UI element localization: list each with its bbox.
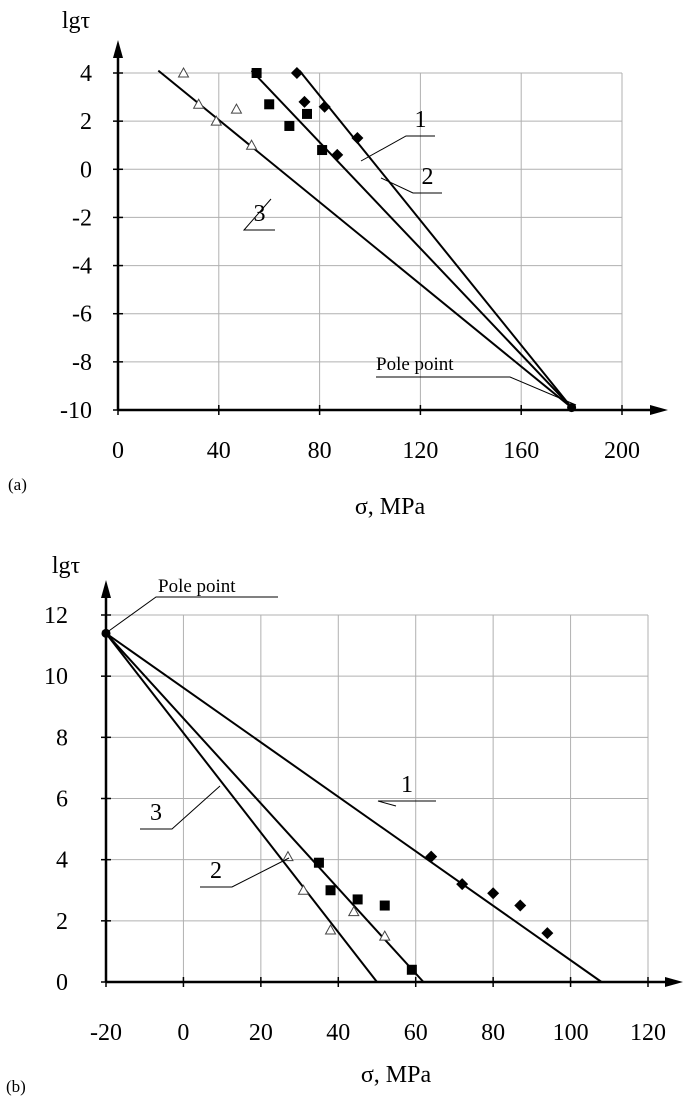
x-tick-label: 200 bbox=[604, 438, 640, 464]
pole-point-leader-line bbox=[376, 376, 577, 406]
series-2-point bbox=[264, 99, 275, 110]
series-3-point bbox=[192, 98, 205, 109]
pole-point-marker bbox=[567, 403, 577, 413]
series-3-point bbox=[282, 850, 294, 862]
series-2-point bbox=[352, 894, 363, 905]
series-3-point bbox=[297, 884, 310, 895]
series-2-label: 2 bbox=[210, 858, 222, 884]
series-1-point bbox=[541, 927, 554, 940]
x-axis-label: σ, MPa bbox=[355, 494, 426, 520]
series-3-leader-line bbox=[140, 785, 221, 830]
y-tick-label: -6 bbox=[72, 302, 92, 328]
series-2-point bbox=[251, 68, 262, 78]
x-tick-label: -20 bbox=[90, 1020, 122, 1046]
x-tick-label: 20 bbox=[249, 1020, 273, 1046]
panel-label: (b) bbox=[6, 1077, 26, 1096]
series-3-point bbox=[347, 905, 360, 917]
y-tick-label: -2 bbox=[72, 205, 92, 231]
x-axis-arrowhead bbox=[650, 405, 668, 415]
x-axis-label: σ, MPa bbox=[361, 1062, 432, 1088]
x-tick-label: 60 bbox=[404, 1020, 428, 1046]
x-tick-label: 80 bbox=[308, 438, 332, 464]
series-3-point bbox=[245, 139, 258, 150]
y-tick-label: 10 bbox=[44, 664, 68, 690]
y-tick-label: -4 bbox=[72, 254, 92, 280]
y-axis-label: lgτ bbox=[62, 8, 91, 34]
series-2-leader-line bbox=[200, 857, 290, 888]
y-tick-label: -8 bbox=[72, 350, 92, 376]
series-1-point bbox=[425, 850, 438, 863]
y-tick-label: 0 bbox=[56, 970, 68, 996]
x-tick-label: 40 bbox=[207, 438, 231, 464]
series-1-leader-line bbox=[360, 135, 435, 162]
x-axis-arrowhead bbox=[665, 977, 683, 987]
y-axis-label: lgτ bbox=[52, 553, 81, 579]
y-axis-arrowhead bbox=[101, 580, 111, 598]
series-3-label: 3 bbox=[254, 201, 266, 227]
panel-label: (a) bbox=[8, 475, 27, 494]
x-tick-label: 160 bbox=[503, 438, 539, 464]
series-2-fit-line bbox=[105, 632, 425, 983]
x-tick-label: 40 bbox=[326, 1020, 350, 1046]
series-3-fit-line bbox=[105, 632, 378, 983]
pole-point-leader-line bbox=[105, 596, 278, 634]
x-tick-label: 120 bbox=[630, 1020, 666, 1046]
series-1-point bbox=[298, 95, 311, 108]
series-2-point bbox=[317, 145, 328, 156]
series-3-point bbox=[324, 923, 337, 935]
y-tick-label: 8 bbox=[56, 725, 68, 751]
series-3-point bbox=[177, 66, 190, 78]
series-1-fit-line bbox=[298, 69, 573, 409]
series-3-point bbox=[230, 103, 243, 114]
x-tick-label: 100 bbox=[553, 1020, 589, 1046]
series-2-point bbox=[379, 900, 390, 911]
series-1-point bbox=[290, 67, 303, 79]
y-tick-label: 12 bbox=[44, 603, 68, 629]
series-2-label: 2 bbox=[422, 164, 434, 190]
series-1-point bbox=[456, 878, 469, 891]
series-3-point bbox=[378, 930, 391, 941]
series-1-point bbox=[487, 887, 500, 900]
series-1-label: 1 bbox=[415, 107, 427, 133]
series-3-leader-line bbox=[242, 198, 275, 231]
series-1-point bbox=[351, 131, 364, 144]
y-tick-label: 2 bbox=[80, 109, 92, 135]
series-1-point bbox=[318, 100, 331, 113]
series-3-label: 3 bbox=[150, 800, 162, 826]
x-tick-label: 0 bbox=[112, 438, 124, 464]
y-tick-label: 0 bbox=[80, 157, 92, 183]
y-tick-label: -10 bbox=[60, 398, 92, 424]
series-1-leader-line bbox=[377, 800, 436, 807]
x-tick-label: 0 bbox=[177, 1020, 189, 1046]
series-2-point bbox=[325, 885, 336, 896]
series-2-point bbox=[284, 120, 295, 131]
series-2-point bbox=[302, 108, 312, 119]
x-tick-label: 80 bbox=[481, 1020, 505, 1046]
y-tick-label: 6 bbox=[56, 787, 68, 813]
series-2-point bbox=[313, 857, 324, 868]
y-tick-label: 4 bbox=[80, 61, 92, 87]
pole-point-label: Pole point bbox=[376, 354, 454, 375]
series-2-leader-line bbox=[380, 177, 442, 194]
series-2-point bbox=[406, 964, 417, 975]
series-1-point bbox=[514, 899, 527, 912]
y-tick-label: 2 bbox=[56, 909, 68, 935]
series-1-point bbox=[331, 148, 344, 161]
series-1-fit-line bbox=[105, 632, 603, 983]
series-3-point bbox=[210, 115, 223, 126]
y-axis-arrowhead bbox=[113, 40, 123, 58]
y-tick-label: 4 bbox=[56, 848, 68, 874]
chart-panel-a: 0 40 80 120 160 200 -10 -8 -6 -4 -2 0 2 4 lgτ σ, MPa (a)… bbox=[8, 8, 668, 520]
series-1-label: 1 bbox=[401, 772, 413, 798]
x-tick-label: 120 bbox=[402, 438, 438, 464]
pole-point-label: Pole point bbox=[158, 576, 236, 597]
series-3-fit-line bbox=[157, 69, 573, 409]
series-2-fit-line bbox=[250, 69, 573, 409]
